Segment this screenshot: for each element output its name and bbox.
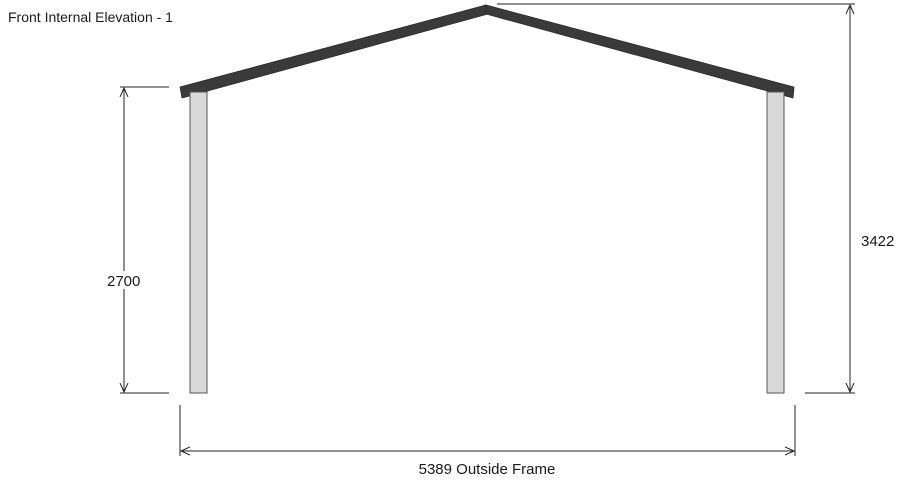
ridge-height-dimension: 3422 (497, 3, 894, 394)
roof-left-slope (179, 4, 489, 99)
left-post (189, 91, 208, 394)
roof-right-slope (485, 4, 795, 99)
ridge-height-label: 3422 (861, 233, 894, 250)
width-label: 5389 Outside Frame (419, 461, 556, 478)
wall-height-dimension: 2700 (106, 86, 169, 394)
right-post (766, 91, 785, 394)
width-dimension: 5389 Outside Frame (179, 405, 796, 478)
drawing-title: Front Internal Elevation - 1 (8, 9, 173, 25)
wall-height-label: 2700 (107, 273, 140, 290)
